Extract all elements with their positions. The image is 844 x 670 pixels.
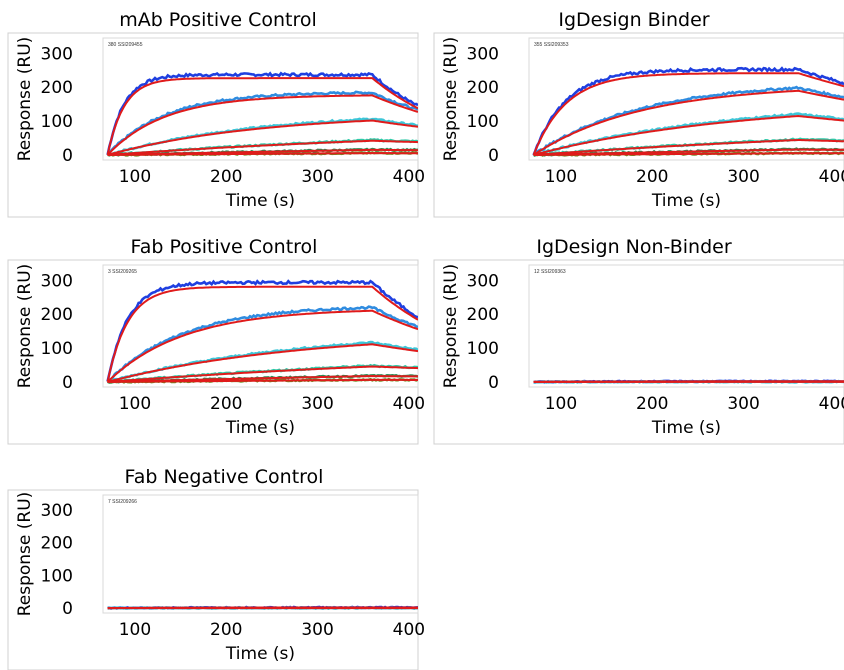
x-tick-label: 300 (727, 167, 759, 187)
series-group (106, 71, 418, 157)
sensor-tag: 355 SSI209353 (534, 42, 569, 48)
sensor-tag: 3 SSI209265 (108, 269, 137, 275)
y-tick-label: 100 (41, 339, 73, 359)
x-axis-label: Time (s) (225, 191, 295, 211)
x-tick-label: 100 (119, 167, 151, 187)
y-tick-label: 300 (41, 501, 73, 521)
x-tick-label: 300 (301, 167, 333, 187)
fit-line (532, 72, 844, 156)
x-tick-label: 400 (393, 167, 425, 187)
x-tick-label: 400 (819, 394, 844, 414)
x-axis-label: Time (s) (225, 418, 295, 438)
y-tick-label: 200 (41, 305, 73, 325)
x-tick-label: 400 (819, 167, 844, 187)
y-tick-label: 200 (41, 534, 73, 554)
series-group (533, 379, 844, 384)
x-tick-label: 100 (545, 167, 577, 187)
x-tick-label: 300 (301, 620, 333, 640)
fit-line (107, 139, 418, 156)
x-tick-label: 400 (393, 394, 425, 414)
x-tick-label: 100 (119, 620, 151, 640)
x-tick-label: 200 (210, 620, 242, 640)
sensor-tag: 7 SSI209266 (108, 499, 137, 505)
panel-2: IgDesign Binder 355 SSI209353 0 100 200 300 10… (433, 9, 844, 218)
y-tick-label: 100 (467, 339, 499, 359)
series-group (107, 605, 418, 610)
y-axis-label: Response (RU) (15, 264, 35, 389)
x-tick-label: 100 (119, 394, 151, 414)
fit-line (107, 119, 418, 156)
fit-line (107, 378, 418, 383)
data-trace (532, 66, 844, 156)
fit-line (533, 114, 844, 156)
y-axis-label: Response (RU) (15, 37, 35, 162)
sensor-tag: 380 SSI209455 (108, 42, 143, 48)
x-tick-label: 200 (636, 167, 668, 187)
y-tick-label: 0 (62, 599, 73, 619)
x-axis-label: Time (s) (225, 644, 295, 664)
y-tick-label: 200 (41, 78, 73, 98)
y-axis-label: Response (RU) (15, 492, 35, 617)
y-tick-label: 100 (41, 566, 73, 586)
sensor-tag: 12 SSI209363 (534, 269, 566, 275)
y-tick-label: 300 (467, 271, 499, 291)
x-tick-label: 400 (393, 620, 425, 640)
x-axis-label: Time (s) (651, 191, 721, 211)
fit-line (533, 152, 844, 156)
x-tick-label: 300 (301, 394, 333, 414)
panel-title: mAb Positive Control (119, 9, 317, 31)
plot-area (528, 264, 844, 388)
data-trace (106, 305, 418, 383)
fit-line (107, 343, 418, 383)
series-group (532, 66, 844, 157)
fit-line (106, 285, 418, 383)
plot-area (102, 494, 419, 614)
panel-3: Fab Positive Control 3 SSI209265 0 100 200 30… (7, 236, 425, 445)
y-tick-label: 300 (467, 44, 499, 64)
panel-title: Fab Negative Control (125, 466, 324, 488)
y-tick-label: 0 (488, 373, 499, 393)
panel-5: Fab Negative Control 7 SSI209266 0 100 200 30… (7, 466, 425, 670)
data-trace (106, 71, 418, 156)
panel-title: IgDesign Non-Binder (536, 236, 731, 258)
panel-title: Fab Positive Control (131, 236, 318, 258)
panel-4: IgDesign Non-Binder 12 SSI209363 0 100 200 30… (433, 236, 844, 445)
y-axis-label: Response (RU) (441, 37, 461, 162)
y-tick-label: 300 (41, 271, 73, 291)
x-axis-label: Time (s) (651, 418, 721, 438)
y-tick-label: 100 (41, 112, 73, 132)
y-tick-label: 200 (467, 78, 499, 98)
fit-line (107, 152, 418, 156)
y-axis-label: Response (RU) (441, 264, 461, 389)
fit-line (106, 94, 418, 156)
y-tick-label: 200 (467, 305, 499, 325)
fit-line (107, 365, 418, 383)
x-tick-label: 200 (636, 394, 668, 414)
fit-line (106, 309, 418, 383)
panel-1: mAb Positive Control 380 SSI209455 0 100 200… (7, 9, 425, 218)
panel-title: IgDesign Binder (558, 9, 709, 31)
y-tick-label: 0 (62, 373, 73, 393)
y-tick-label: 300 (41, 44, 73, 64)
x-tick-label: 200 (210, 394, 242, 414)
fit-line (106, 77, 418, 156)
x-tick-label: 300 (727, 394, 759, 414)
fit-line (533, 89, 844, 156)
fit-line (533, 139, 844, 156)
series-group (106, 279, 418, 384)
data-trace (532, 85, 844, 157)
y-tick-label: 0 (62, 146, 73, 166)
y-tick-label: 0 (488, 146, 499, 166)
y-tick-label: 100 (467, 112, 499, 132)
x-tick-label: 100 (545, 394, 577, 414)
x-tick-label: 200 (210, 167, 242, 187)
data-trace (106, 279, 418, 382)
